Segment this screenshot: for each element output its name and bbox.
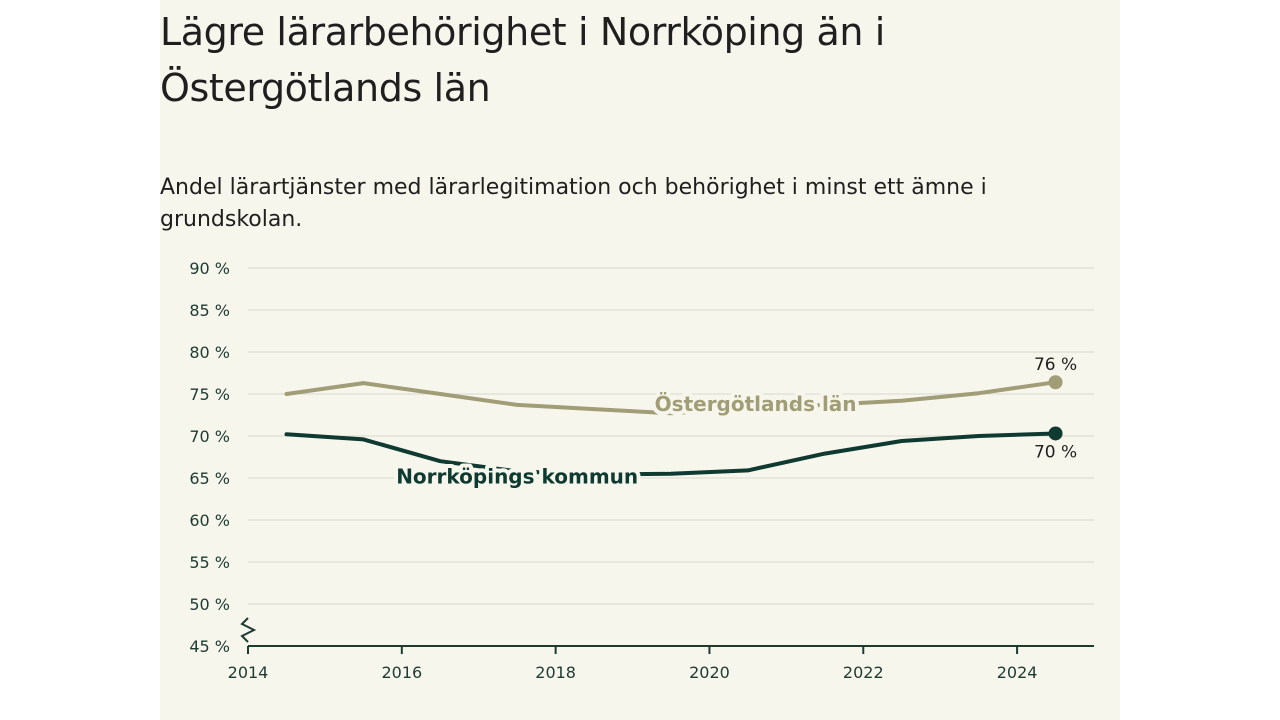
series-name-label: Östergötlands län [655, 392, 857, 416]
y-tick-label: 75 % [189, 385, 230, 404]
x-tick-label: 2018 [535, 663, 576, 682]
y-tick-label: 65 % [189, 469, 230, 488]
y-tick-label: 50 % [189, 595, 230, 614]
x-tick-label: 2014 [228, 663, 269, 682]
x-tick-label: 2024 [997, 663, 1038, 682]
series-end-point [1048, 426, 1063, 441]
series-end-label: 70 % [1034, 442, 1077, 462]
series-end-label: 76 % [1034, 355, 1077, 375]
chart-title: Lägre lärarbehörighet i Norrköping än i … [160, 10, 885, 110]
x-tick-label: 2016 [381, 663, 422, 682]
chart-panel [160, 0, 1120, 720]
series-end-point [1048, 375, 1063, 390]
series-name-label: Norrköpings kommun [396, 464, 638, 488]
line-chart: 45 % 50 % 55 % 60 % 65 % 70 % 75 % 80 % 85 % 90 %… [189, 259, 1094, 682]
y-tick-label: 70 % [189, 427, 230, 446]
x-tick-label: 2020 [689, 663, 730, 682]
x-tick-label: 2022 [843, 663, 884, 682]
y-tick-label: 45 % [189, 637, 230, 656]
series-line [284, 380, 1058, 416]
y-tick-label: 55 % [189, 553, 230, 572]
series-line [284, 431, 1058, 477]
y-tick-label: 90 % [189, 259, 230, 278]
y-tick-label: 60 % [189, 511, 230, 530]
chart-subtitle: Andel lärartjänster med lärarlegitimatio… [160, 175, 987, 232]
axis-break-icon [240, 617, 257, 643]
y-tick-label: 80 % [189, 343, 230, 362]
y-tick-label: 85 % [189, 301, 230, 320]
